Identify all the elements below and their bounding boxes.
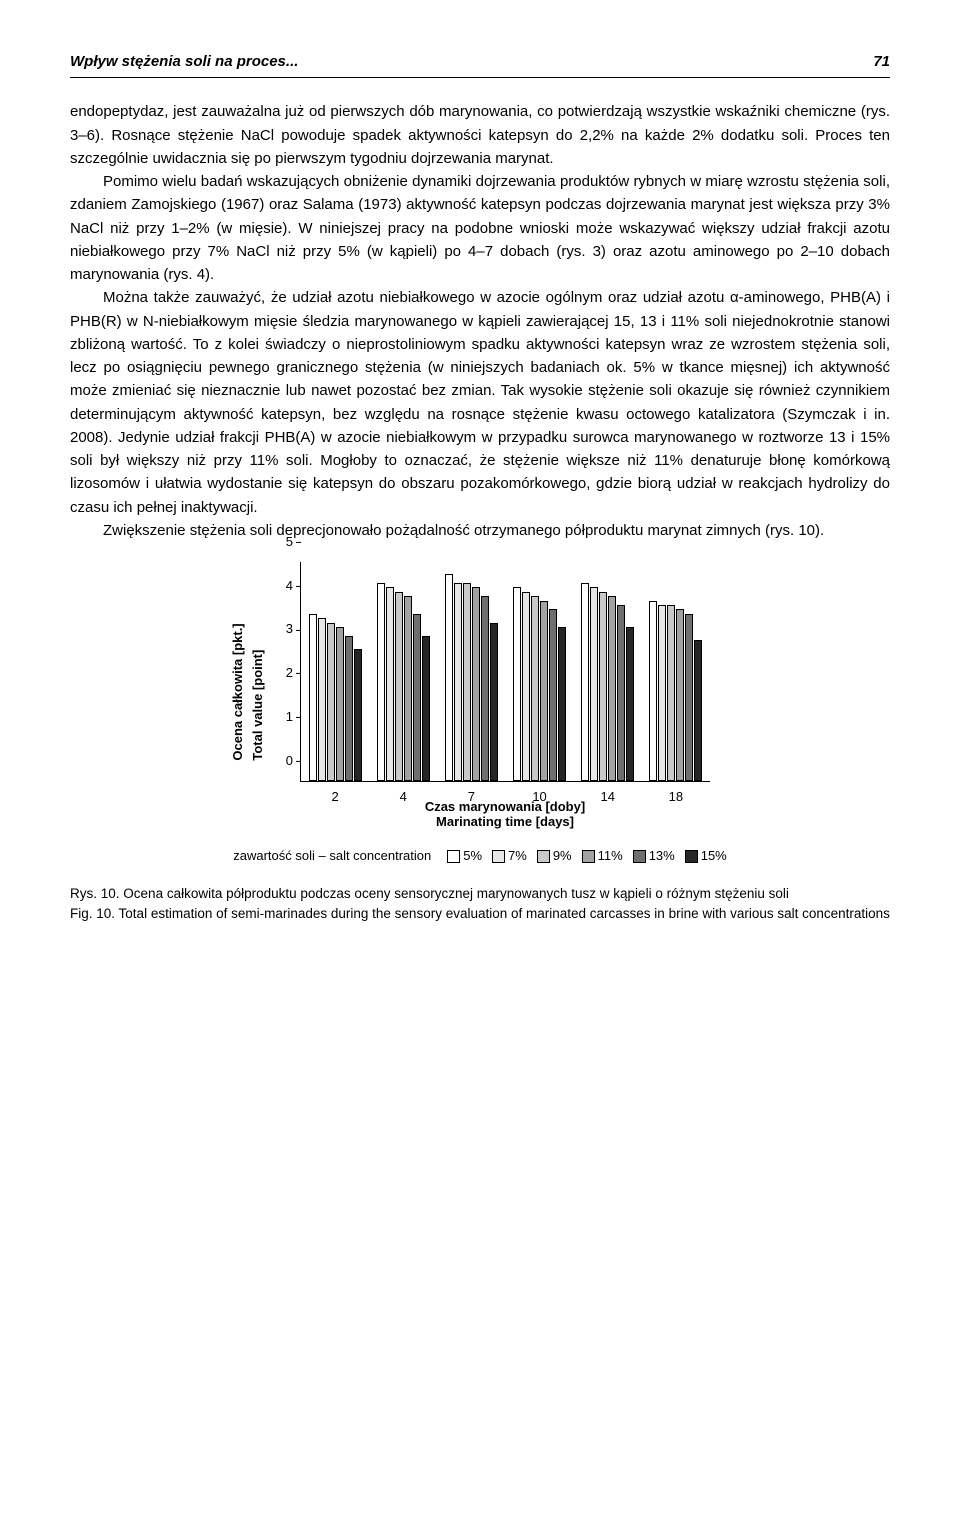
- bar: [626, 627, 634, 781]
- y-tick: 4: [271, 576, 293, 596]
- bar: [318, 618, 326, 781]
- paragraph: Pomimo wielu badań wskazujących obniżeni…: [70, 170, 890, 286]
- bar-groups: 247101418: [301, 562, 710, 781]
- bar: [658, 605, 666, 781]
- bar: [490, 623, 498, 781]
- caption-label: Fig. 10.: [70, 906, 115, 921]
- legend-label: 9%: [553, 848, 572, 863]
- bar: [540, 601, 548, 781]
- legend-swatch: [633, 850, 646, 863]
- figure-10: Ocena całkowita [pkt.]Total value [point…: [70, 552, 890, 866]
- bar: [558, 627, 566, 781]
- legend-swatch: [492, 850, 505, 863]
- legend-item: 15%: [685, 846, 727, 866]
- legend-label: 11%: [598, 848, 623, 863]
- bar: [413, 614, 421, 781]
- bar: [309, 614, 317, 781]
- x-axis-label: Czas marynowania [doby]Marinating time […: [300, 799, 710, 830]
- bar: [513, 587, 521, 781]
- bar: [395, 592, 403, 781]
- caption-text: Total estimation of semi-marinades durin…: [119, 906, 890, 921]
- bar: [590, 587, 598, 781]
- bar: [377, 583, 385, 781]
- bar: [531, 596, 539, 781]
- caption-en: Fig. 10. Total estimation of semi-marina…: [70, 904, 890, 924]
- bar: [345, 636, 353, 781]
- bar: [649, 601, 657, 781]
- bar: [445, 574, 453, 781]
- legend-swatch: [582, 850, 595, 863]
- page-number: 71: [873, 50, 890, 73]
- bar: [608, 596, 616, 781]
- bar: [667, 605, 675, 781]
- legend-label: 13%: [649, 848, 675, 863]
- y-tick: 5: [271, 532, 293, 552]
- bar: [354, 649, 362, 781]
- legend-item: 9%: [537, 846, 572, 866]
- bar-group: 2: [309, 614, 362, 781]
- bar: [327, 623, 335, 781]
- legend-item: 5%: [447, 846, 482, 866]
- bar: [617, 605, 625, 781]
- header-rule: [70, 77, 890, 78]
- bar: [599, 592, 607, 781]
- bar-group: 18: [649, 601, 702, 781]
- bar: [581, 583, 589, 781]
- y-axis-label: Ocena całkowita [pkt.]Total value [point…: [228, 623, 268, 760]
- bar: [404, 596, 412, 781]
- bar: [685, 614, 693, 781]
- bar-group: 14: [581, 583, 634, 781]
- bar: [336, 627, 344, 781]
- chart-legend: zawartość soli – salt concentration 5% 7%…: [233, 846, 727, 866]
- caption-text: Ocena całkowita półproduktu podczas ocen…: [123, 886, 789, 901]
- bar-chart: Ocena całkowita [pkt.]Total value [point…: [240, 552, 720, 832]
- legend-prefix: zawartość soli – salt concentration: [233, 846, 431, 866]
- y-tick: 1: [271, 707, 293, 727]
- legend-item: 13%: [633, 846, 675, 866]
- bar: [422, 636, 430, 781]
- bar: [694, 640, 702, 781]
- bar: [481, 596, 489, 781]
- paragraph: Zwiększenie stężenia soli deprecjonowało…: [70, 519, 890, 542]
- legend-label: 15%: [701, 848, 727, 863]
- paragraph: endopeptydaz, jest zauważalna już od pie…: [70, 100, 890, 170]
- bar: [522, 592, 530, 781]
- bar-group: 7: [445, 574, 498, 781]
- legend-item: 11%: [582, 846, 623, 866]
- legend-swatch: [447, 850, 460, 863]
- bar: [472, 587, 480, 781]
- legend-label: 7%: [508, 848, 527, 863]
- legend-swatch: [685, 850, 698, 863]
- bar-group: 10: [513, 587, 566, 781]
- plot-area: 247101418 012345: [300, 562, 710, 782]
- running-header: Wpływ stężenia soli na proces... 71: [70, 50, 890, 73]
- caption-label: Rys. 10.: [70, 886, 120, 901]
- legend-label: 5%: [463, 848, 482, 863]
- paragraph: Można także zauważyć, że udział azotu ni…: [70, 286, 890, 519]
- bar: [676, 609, 684, 781]
- legend-item: 7%: [492, 846, 527, 866]
- bar: [463, 583, 471, 781]
- bar: [549, 609, 557, 781]
- caption-pl: Rys. 10. Ocena całkowita półproduktu pod…: [70, 884, 890, 904]
- y-tick: 3: [271, 619, 293, 639]
- bar-group: 4: [377, 583, 430, 781]
- bar: [454, 583, 462, 781]
- bar: [386, 587, 394, 781]
- y-tick: 2: [271, 663, 293, 683]
- figure-caption: Rys. 10. Ocena całkowita półproduktu pod…: [70, 884, 890, 923]
- y-tick: 0: [271, 751, 293, 771]
- legend-swatch: [537, 850, 550, 863]
- running-title: Wpływ stężenia soli na proces...: [70, 50, 298, 73]
